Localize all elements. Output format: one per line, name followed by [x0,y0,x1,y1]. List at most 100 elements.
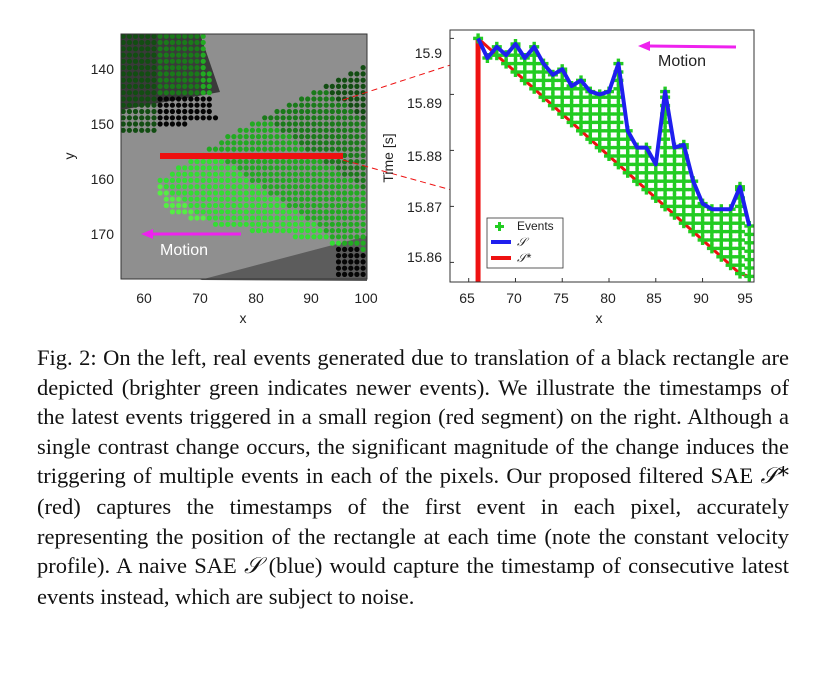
event-dot [194,209,200,215]
event-dot [317,196,323,202]
event-dot [286,190,292,196]
event-dot [335,140,342,146]
event-dot [348,234,354,240]
event-marker [501,58,512,69]
event-dot [255,134,262,140]
event-dot [305,146,311,152]
event-dot [145,58,151,64]
event-marker [669,176,680,187]
event-dot [311,127,317,133]
event-marker [594,142,605,153]
event-dot [219,209,225,215]
event-dot [323,146,329,152]
event-marker [669,193,680,203]
event-dot [200,102,206,108]
event-dot [126,90,132,96]
event-dot [323,90,329,96]
event-dot [268,196,274,202]
event-marker [725,260,736,271]
event-dot [354,121,360,127]
event-marker [519,58,530,69]
event-dot [268,190,274,196]
event-dot [335,184,342,190]
event-dot [237,177,243,183]
event-dot [286,196,292,202]
event-dot [231,215,237,221]
event-marker [566,100,577,111]
event-dot [200,77,206,83]
event-dot [354,184,360,190]
event-dot [200,115,206,121]
event-dot [126,71,132,77]
event-marker [725,251,736,262]
event-dot [360,209,366,215]
event-dot [286,102,292,108]
event-dot [139,127,145,133]
event-dot [151,52,157,58]
event-marker [678,184,689,195]
event-dot [323,115,329,121]
event-dot [329,102,335,108]
event-dot [280,184,286,190]
event-dot [311,146,317,152]
event-dot [176,209,182,215]
event-marker [716,218,727,229]
event-dot [231,202,237,209]
event-dot [335,159,342,165]
legend-events-label: Events [517,219,554,233]
event-dot [354,96,360,102]
event-dot [360,246,366,252]
event-dot [120,90,126,96]
event-dot [206,177,212,183]
event-dot [120,46,126,52]
event-dot [206,190,212,196]
event-dot [360,134,366,140]
event-dot [194,46,200,52]
event-marker [669,201,680,212]
event-marker [735,201,745,212]
event-dot [329,83,335,89]
event-marker [585,125,596,136]
event-dot [176,121,182,127]
event-dot [360,265,366,271]
event-marker [473,33,484,44]
left-panel: Motion 60 70 80 90 100 x 140 150 160 170… [61,33,378,326]
event-dot [360,140,366,146]
event-dot [176,184,182,190]
event-dot [219,184,225,190]
event-dot [176,33,182,39]
event-dot [243,127,249,133]
event-dot [145,65,151,71]
event-dot [348,215,354,221]
event-marker [604,125,614,136]
event-dot [194,77,200,83]
event-dot [163,58,169,64]
event-dot [280,215,286,221]
event-marker [716,243,727,254]
event-dot [151,46,157,52]
event-dot [299,115,305,121]
event-marker [641,159,652,170]
event-marker [678,159,689,170]
event-dot [311,209,317,215]
event-dot [342,146,348,152]
event-dot [182,209,188,215]
event-dot [342,90,348,96]
event-marker [735,243,745,254]
event-dot [335,121,342,127]
event-marker [566,92,577,103]
event-dot [348,152,354,158]
event-dot [335,202,342,209]
event-dot [262,165,268,171]
event-dot [299,96,305,102]
event-marker [566,109,577,119]
event-dot [163,184,169,190]
event-dot [335,253,342,259]
event-dot [126,102,132,108]
event-dot [237,196,243,202]
event-dot [348,96,354,102]
event-dot [299,127,305,133]
event-dot [268,134,274,140]
left-xlabel: x [240,310,247,326]
event-dot [305,108,311,115]
